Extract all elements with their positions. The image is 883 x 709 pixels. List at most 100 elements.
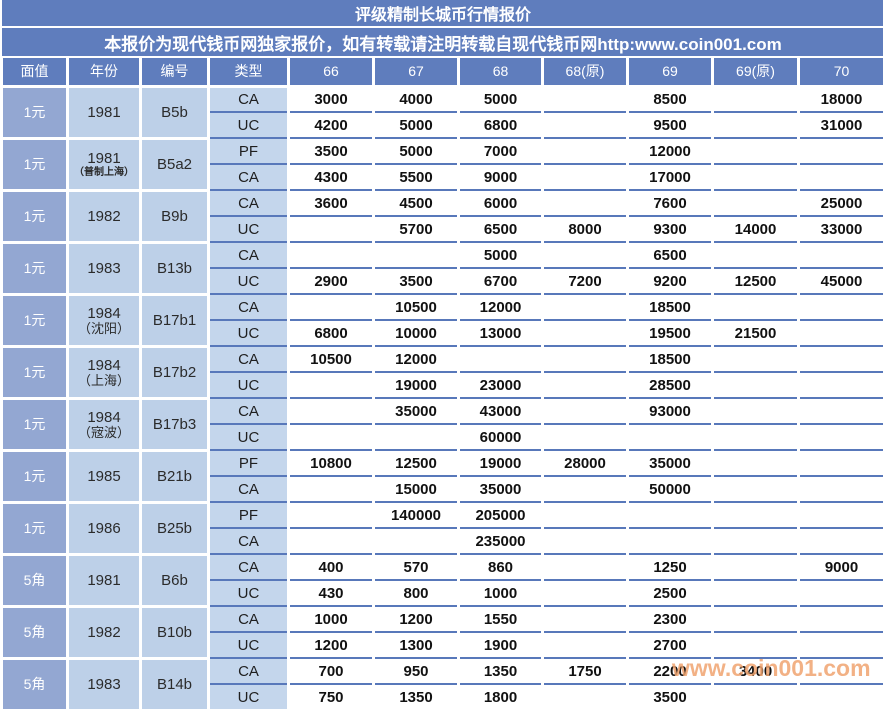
table-row: 1元 1984 （宼波） B17b3 CA 35000 43000 93000 [0,396,883,452]
column-header-grade-69-original: 69(原) [711,57,800,88]
price-cell [796,527,883,555]
price-cell [541,241,629,269]
price-cell: 10500 [372,293,460,321]
code-cell: B6b [139,552,210,608]
price-cell [711,241,800,269]
price-cell [541,553,629,581]
year-cell: 1984 （宼波） [66,396,142,452]
code-cell: B14b [139,656,210,709]
price-cell: 1000 [457,579,544,607]
price-cell: 9000 [796,553,883,581]
price-cell: 4300 [287,163,375,191]
price-cell: 950 [372,657,460,685]
type-cell: UC [207,111,290,139]
type-cell: CA [207,657,290,685]
year-cell: 1984 （上海） [66,344,142,400]
column-header-grade-66: 66 [287,57,375,88]
price-cell: 5000 [457,85,544,113]
table-row: CA 15000 35000 50000 [2,475,883,503]
type-cell: CA [207,553,290,581]
price-cell: 750 [287,683,375,709]
price-cell: 31000 [796,111,883,139]
type-cell: CA [207,85,290,113]
table-row: UC 4200 5000 6800 9500 31000 [2,111,883,139]
type-cell: CA [207,163,290,191]
price-cell: 235000 [457,527,544,555]
price-cell: 2200 [626,657,714,685]
price-cell: 3000 [287,85,375,113]
price-cell: 1200 [372,605,460,633]
year-value: 1981 [87,571,121,589]
price-cell: 10000 [372,319,460,347]
code-cell: B10b [139,604,210,660]
denomination-cell: 1元 [0,396,69,452]
price-cell: 12000 [457,293,544,321]
price-cell [541,371,629,399]
table-row: UC 5700 6500 8000 9300 14000 33000 [2,215,883,243]
year-value: 1986 [87,519,121,537]
denomination-cell: 1元 [0,136,69,192]
price-cell: 23000 [457,371,544,399]
column-header-grade-69: 69 [626,57,714,88]
price-cell [287,215,375,243]
denomination-cell: 5角 [0,656,69,709]
year-cell: 1982 [66,604,142,660]
price-cell: 1350 [457,657,544,685]
table-row: UC 2900 3500 6700 7200 9200 12500 45000 [2,267,883,295]
year-cell: 1981 （普制上海） [66,136,142,192]
type-cell: CA [207,397,290,425]
table-row: UC 6800 10000 13000 19500 21500 [2,319,883,347]
code-cell: B21b [139,448,210,504]
year-cell: 1986 [66,500,142,556]
price-cell: 60000 [457,423,544,451]
column-header-grade-68-original: 68(原) [541,57,629,88]
price-cell [287,423,375,451]
code-cell: B5b [139,84,210,140]
type-cell: UC [207,267,290,295]
table-row: 1元 1983 B13b CA 5000 6500 [0,240,883,296]
price-cell: 5000 [372,137,460,165]
denomination-cell: 1元 [0,240,69,296]
column-header-code: 编号 [139,57,210,88]
price-cell: 570 [372,553,460,581]
price-cell: 1900 [457,631,544,659]
title-row: 评级精制长城币行情报价 [1,0,883,28]
type-cell: CA [207,189,290,217]
price-cell [711,293,800,321]
price-cell [796,319,883,347]
price-cell: 33000 [796,215,883,243]
type-cell: CA [207,605,290,633]
price-cell [711,189,800,217]
denomination-cell: 1元 [0,344,69,400]
year-value: 1983 [87,675,121,693]
price-cell: 7000 [457,137,544,165]
type-cell: UC [207,631,290,659]
table-row: 1元 1985 B21b PF 10800 12500 19000 28000 35000 [0,448,883,504]
price-cell [541,501,629,529]
price-cell: 17000 [626,163,714,191]
price-cell [796,293,883,321]
type-cell: PF [207,449,290,477]
price-cell [796,241,883,269]
year-note: （沈阳） [77,320,130,336]
price-cell: 43000 [457,397,544,425]
price-cell [711,527,800,555]
price-cell [711,631,800,659]
price-cell: 93000 [626,397,714,425]
price-cell: 18500 [626,345,714,373]
price-cell [796,683,883,709]
price-cell [796,163,883,191]
price-cell [711,501,800,529]
table-row: 1元 1982 B9b CA 3600 4500 6000 7600 25000 [0,188,883,244]
price-cell [626,423,714,451]
price-cell: 1750 [541,657,629,685]
price-cell: 13000 [457,319,544,347]
price-cell: 6800 [457,111,544,139]
column-header-denomination: 面值 [0,57,69,88]
price-cell [287,501,375,529]
price-cell: 3500 [626,683,714,709]
price-cell [372,423,460,451]
price-cell [626,527,714,555]
year-cell: 1985 [66,448,142,504]
